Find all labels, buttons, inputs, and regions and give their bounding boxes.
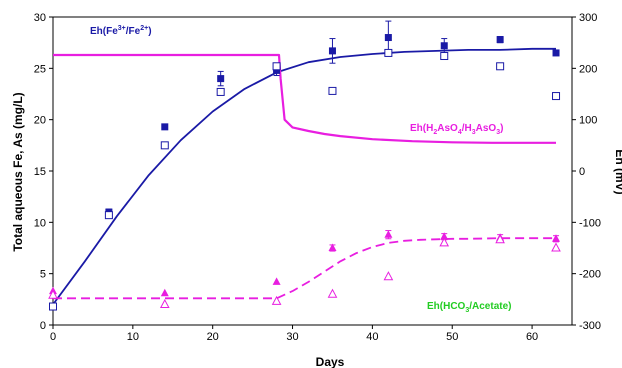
point-open-triangle xyxy=(439,237,450,247)
x-tick-label: 60 xyxy=(526,331,538,343)
point-open-square xyxy=(496,62,505,71)
point-open-triangle xyxy=(383,271,394,281)
y-tick-label: 25 xyxy=(34,63,46,75)
y2-tick-label: 0 xyxy=(579,166,585,178)
point-open-square xyxy=(49,302,57,311)
x-tick-label: 0 xyxy=(50,331,56,343)
curve-series-6 xyxy=(53,53,556,144)
y2-tick-label: 200 xyxy=(579,63,597,75)
x-axis-title: Days xyxy=(316,355,345,368)
point-open-square xyxy=(552,92,561,101)
y-tick-label: 15 xyxy=(34,166,46,178)
point-open-triangle xyxy=(551,242,561,252)
x-axis-ticks: 0 10 20 30 40 50 60 xyxy=(50,325,538,343)
point-open-square xyxy=(160,141,169,150)
y2-axis-ticks: -300 -200 -100 0 100 200 300 xyxy=(572,12,601,332)
annotation-eh-acetate: Eh(HCO3/Acetate) xyxy=(427,301,512,314)
y2-tick-label: -300 xyxy=(579,320,601,332)
y2-tick-label: 300 xyxy=(579,12,597,24)
point-open-triangle xyxy=(495,234,505,244)
y-tick-label: 20 xyxy=(34,115,46,127)
x-tick-label: 20 xyxy=(207,331,219,343)
y2-tick-label: -100 xyxy=(579,217,601,229)
point-open-triangle xyxy=(327,288,338,298)
point-open-square xyxy=(272,62,281,71)
y-tick-label: 10 xyxy=(34,217,46,229)
x-tick-label: 10 xyxy=(127,331,139,343)
plot-frame xyxy=(52,16,573,326)
point-filled-square xyxy=(552,49,560,57)
y-tick-label: 30 xyxy=(34,12,46,24)
annotation-eh-as: Eh(H2AsO4/H3AsO3) xyxy=(410,123,503,136)
point-filled-square xyxy=(217,75,225,83)
point-open-triangle xyxy=(271,295,282,305)
y2-tick-label: -200 xyxy=(579,269,601,281)
point-open-triangle xyxy=(159,298,170,308)
point-filled-triangle xyxy=(552,234,560,242)
data-markers xyxy=(48,20,561,311)
x-tick-label: 40 xyxy=(366,331,378,343)
point-filled-triangle xyxy=(160,288,169,297)
point-filled-triangle xyxy=(272,277,281,285)
point-open-triangle xyxy=(48,289,58,299)
y2-tick-label: 100 xyxy=(579,115,597,127)
y-axis-title: Total aqueous Fe, As (mg/L) xyxy=(11,92,25,251)
y2-axis-title: Eh (mV) xyxy=(613,149,622,194)
point-filled-square xyxy=(440,42,448,50)
x-tick-label: 50 xyxy=(446,331,458,343)
model-curves xyxy=(52,47,556,306)
point-filled-square xyxy=(328,47,336,55)
point-open-square xyxy=(104,211,113,220)
point-filled-square xyxy=(273,66,281,74)
point-filled-triangle xyxy=(440,232,449,240)
point-filled-square xyxy=(161,123,169,131)
y-tick-label: 0 xyxy=(40,320,46,332)
point-filled-triangle xyxy=(384,230,393,238)
curve-series-5 xyxy=(53,237,556,300)
point-filled-square xyxy=(384,34,392,42)
point-filled-triangle xyxy=(328,243,337,251)
y-tick-label: 5 xyxy=(40,269,46,281)
curve-series-4 xyxy=(52,47,556,306)
annotation-eh-fe: Eh(Fe3+/Fe2+) xyxy=(90,25,152,37)
point-open-square xyxy=(384,48,393,57)
plot-border xyxy=(52,16,573,326)
point-open-square xyxy=(328,86,337,95)
x-tick-label: 30 xyxy=(286,331,298,343)
point-open-square xyxy=(440,52,449,61)
y-axis-ticks: 0 5 10 15 20 25 30 xyxy=(34,12,53,332)
point-filled-square xyxy=(496,36,504,44)
point-open-square xyxy=(216,87,225,96)
